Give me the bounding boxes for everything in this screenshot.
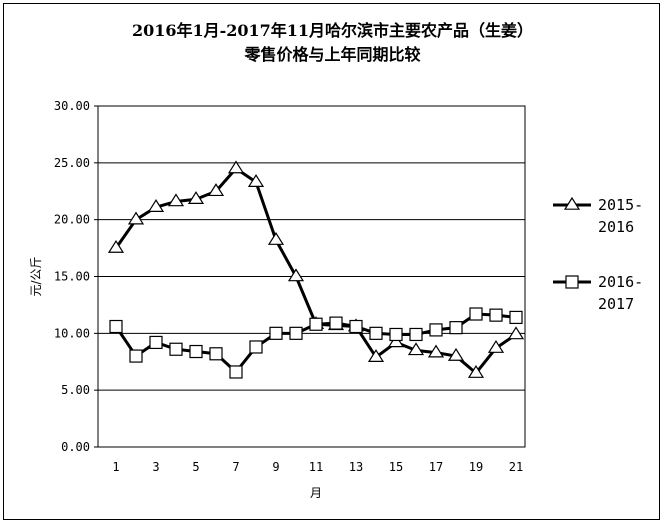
data-point xyxy=(407,342,425,356)
data-point xyxy=(287,268,305,282)
chart-title: 2016年1月-2017年11月哈尔滨市主要农产品（生姜） xyxy=(131,21,534,40)
data-point xyxy=(149,335,163,350)
data-point xyxy=(267,231,285,245)
data-point xyxy=(129,349,143,363)
data-point xyxy=(329,316,343,330)
data-point xyxy=(187,191,205,205)
data-point xyxy=(227,160,245,174)
x-axis-label: 月 xyxy=(310,486,322,500)
x-tick-label: 17 xyxy=(429,460,443,474)
legend-label: 2017 xyxy=(598,295,634,313)
data-point xyxy=(169,342,183,356)
data-point xyxy=(167,193,185,207)
data-point xyxy=(309,317,323,331)
gridlines xyxy=(98,162,525,391)
data-point xyxy=(147,199,165,212)
data-point xyxy=(289,326,303,340)
data-point xyxy=(489,308,503,322)
data-point xyxy=(127,211,145,225)
data-point xyxy=(189,344,203,359)
data-point xyxy=(509,310,523,325)
data-point xyxy=(369,326,383,340)
data-point xyxy=(507,326,525,340)
data-point xyxy=(449,321,463,335)
data-point xyxy=(207,183,225,197)
data-point xyxy=(409,327,423,342)
x-tick-label: 19 xyxy=(469,460,483,474)
data-point xyxy=(467,364,485,378)
series-2016-2017 xyxy=(109,307,523,379)
y-tick-label: 25.00 xyxy=(54,156,90,170)
data-point xyxy=(209,347,223,361)
legend-item: 2016- 2017 xyxy=(553,273,643,313)
x-axis-ticks: 1 3 5 7 9 11 13 15 17 19 21 xyxy=(112,460,523,474)
x-tick-label: 13 xyxy=(349,460,363,474)
series-layer xyxy=(107,160,525,379)
legend-item: 2015- 2016 xyxy=(553,196,643,236)
legend-label: 2016- xyxy=(598,273,643,291)
y-tick-label: 15.00 xyxy=(54,270,90,284)
data-point xyxy=(249,340,263,354)
data-point xyxy=(447,347,465,361)
legend-label: 2016 xyxy=(598,218,634,236)
x-tick-label: 21 xyxy=(509,460,523,474)
data-point xyxy=(229,365,243,379)
y-axis-label: 元/公斤 xyxy=(29,256,43,296)
data-point xyxy=(269,326,283,340)
data-point xyxy=(109,319,123,334)
y-axis-ticks: 0.00 5.00 10.00 15.00 20.00 25.00 30.00 xyxy=(54,99,98,454)
y-tick-label: 30.00 xyxy=(54,99,90,113)
data-point xyxy=(247,174,265,187)
legend: 2015- 2016 2016- 2017 xyxy=(553,196,643,313)
x-tick-label: 7 xyxy=(232,460,239,474)
y-tick-label: 5.00 xyxy=(61,383,90,397)
y-tick-label: 10.00 xyxy=(54,326,90,340)
legend-label: 2015- xyxy=(598,196,643,214)
data-point xyxy=(487,339,505,353)
x-tick-label: 15 xyxy=(389,460,403,474)
data-point xyxy=(107,239,125,253)
legend-marker xyxy=(563,196,581,210)
x-tick-label: 5 xyxy=(192,460,199,474)
data-point xyxy=(429,323,443,337)
x-tick-label: 9 xyxy=(272,460,279,474)
chart-frame xyxy=(3,3,660,520)
x-tick-label: 11 xyxy=(309,460,323,474)
data-point xyxy=(367,349,385,363)
data-point xyxy=(349,319,363,334)
y-tick-label: 20.00 xyxy=(54,213,90,227)
data-point xyxy=(427,344,445,358)
legend-marker xyxy=(565,275,579,289)
data-point xyxy=(469,307,483,321)
y-tick-label: 0.00 xyxy=(61,440,90,454)
x-tick-label: 1 xyxy=(112,460,119,474)
chart-subtitle: 零售价格与上年同期比较 xyxy=(244,45,421,64)
x-tick-label: 3 xyxy=(152,460,159,474)
data-point xyxy=(389,327,403,342)
